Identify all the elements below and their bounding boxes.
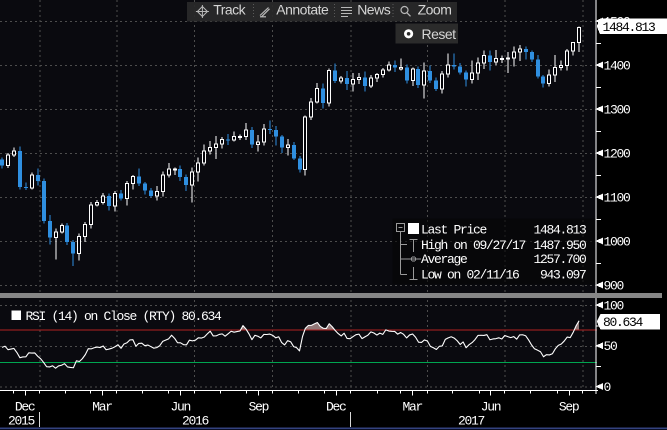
svg-text:Mar: Mar <box>402 400 422 415</box>
svg-text:Dec: Dec <box>15 400 35 415</box>
svg-text:RSI (14) on Close (RTY) 80.634: RSI (14) on Close (RTY) 80.634 <box>26 309 223 324</box>
svg-text:Annotate: Annotate <box>276 2 329 18</box>
svg-text:1000: 1000 <box>604 234 631 249</box>
svg-text:2017: 2017 <box>458 414 485 429</box>
svg-text:1400: 1400 <box>604 58 631 73</box>
svg-text:2015: 2015 <box>8 414 35 429</box>
svg-text:Reset: Reset <box>421 26 456 42</box>
svg-text:Jun: Jun <box>481 400 501 415</box>
svg-text:Average: Average <box>421 252 467 267</box>
svg-text:1257.700: 1257.700 <box>533 252 586 267</box>
svg-text:News: News <box>357 2 391 18</box>
svg-text:943.097: 943.097 <box>540 268 586 283</box>
svg-text:Track: Track <box>213 2 246 18</box>
svg-text:2016: 2016 <box>182 414 209 429</box>
svg-text:1484.813: 1484.813 <box>603 20 656 35</box>
svg-text:900: 900 <box>604 278 624 293</box>
svg-text:100: 100 <box>604 298 624 313</box>
svg-text:50: 50 <box>604 339 618 354</box>
svg-text:Dec: Dec <box>326 400 346 415</box>
svg-text:Last Price: Last Price <box>421 223 487 238</box>
svg-text:Jun: Jun <box>170 400 190 415</box>
svg-text:1484.813: 1484.813 <box>533 223 586 238</box>
svg-text:1300: 1300 <box>604 102 631 117</box>
svg-text:1487.950: 1487.950 <box>533 238 586 253</box>
svg-text:Sep: Sep <box>559 400 579 415</box>
svg-text:High on 09/27/17: High on 09/27/17 <box>421 238 526 253</box>
svg-text:0: 0 <box>604 380 611 395</box>
svg-text:1200: 1200 <box>604 146 631 161</box>
svg-text:Sep: Sep <box>249 400 269 415</box>
svg-text:Mar: Mar <box>92 400 112 415</box>
svg-text:1100: 1100 <box>604 190 631 205</box>
svg-text:Low on 02/11/16: Low on 02/11/16 <box>421 268 519 283</box>
svg-text:Zoom: Zoom <box>418 2 452 18</box>
svg-text:80.634: 80.634 <box>603 315 644 330</box>
